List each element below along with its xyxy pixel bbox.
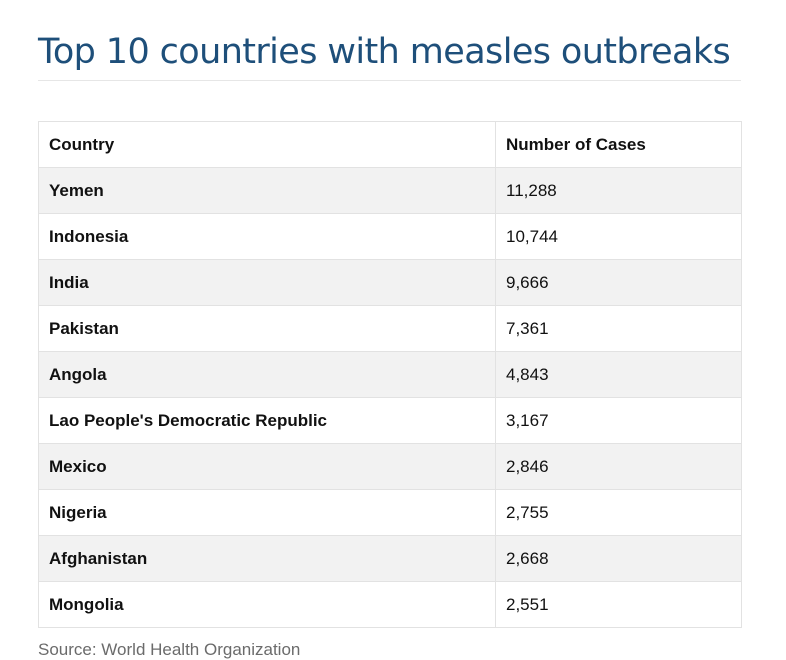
country-cell: Mongolia (38, 581, 496, 628)
table-row: Yemen 11,288 (38, 167, 742, 214)
cases-cell: 11,288 (495, 167, 742, 214)
cases-cell: 3,167 (495, 397, 742, 444)
table-header-row: Country Number of Cases (38, 121, 742, 168)
cases-cell: 2,755 (495, 489, 742, 536)
country-column-header: Country (38, 121, 496, 168)
cases-cell: 2,551 (495, 581, 742, 628)
table-row: Mongolia 2,551 (38, 581, 742, 628)
table-row: Afghanistan 2,668 (38, 535, 742, 582)
page-title: Top 10 countries with measles outbreaks (38, 30, 741, 81)
country-cell: India (38, 259, 496, 306)
country-cell: Lao People's Democratic Republic (38, 397, 496, 444)
cases-cell: 10,744 (495, 213, 742, 260)
country-cell: Indonesia (38, 213, 496, 260)
measles-cases-table: Country Number of Cases Yemen 11,288 Ind… (38, 121, 742, 628)
country-cell: Angola (38, 351, 496, 398)
source-note: Source: World Health Organization (38, 640, 301, 659)
table-row: Mexico 2,846 (38, 443, 742, 490)
cases-cell: 9,666 (495, 259, 742, 306)
cases-cell: 2,668 (495, 535, 742, 582)
country-cell: Mexico (38, 443, 496, 490)
country-cell: Pakistan (38, 305, 496, 352)
cases-column-header: Number of Cases (495, 121, 742, 168)
table-row: Indonesia 10,744 (38, 213, 742, 260)
cases-cell: 7,361 (495, 305, 742, 352)
country-cell: Afghanistan (38, 535, 496, 582)
table-row: India 9,666 (38, 259, 742, 306)
table-row: Angola 4,843 (38, 351, 742, 398)
cases-cell: 2,846 (495, 443, 742, 490)
cases-cell: 4,843 (495, 351, 742, 398)
table-row: Pakistan 7,361 (38, 305, 742, 352)
table-row: Lao People's Democratic Republic 3,167 (38, 397, 742, 444)
country-cell: Nigeria (38, 489, 496, 536)
table-row: Nigeria 2,755 (38, 489, 742, 536)
country-cell: Yemen (38, 167, 496, 214)
